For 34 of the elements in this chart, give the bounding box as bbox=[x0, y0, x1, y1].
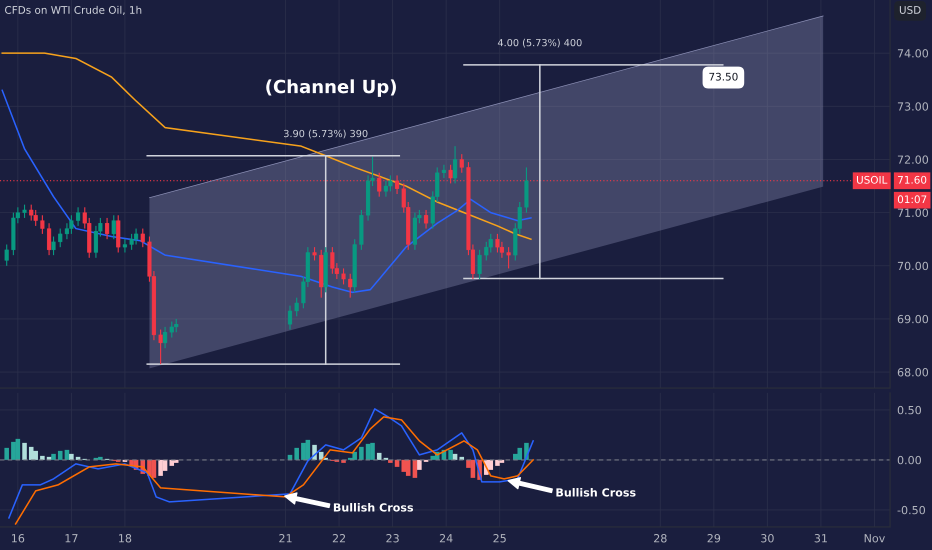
x-tick-label: 17 bbox=[66, 534, 78, 542]
y-tick-label: -0.50 bbox=[898, 506, 926, 514]
ref-line-label: USOIL bbox=[856, 176, 888, 184]
x-tick-label: 29 bbox=[708, 534, 720, 542]
y-tick-label: 70.00 bbox=[898, 262, 928, 270]
annotation: 3.90 (5.73%) 390 bbox=[284, 130, 368, 138]
y-tick-label: 0.50 bbox=[898, 406, 922, 414]
y-tick-label: 69.00 bbox=[898, 314, 928, 324]
y-tick-label: 71.00 bbox=[898, 208, 928, 217]
y-tick-label: 73.00 bbox=[898, 102, 928, 111]
x-tick-label: 25 bbox=[493, 534, 506, 542]
x-tick-label: 24 bbox=[440, 534, 453, 542]
x-tick-label: 28 bbox=[654, 534, 667, 542]
y-tick-label: 0.00 bbox=[898, 456, 922, 464]
annotation: 4.00 (5.73%) 400 bbox=[498, 38, 582, 48]
text: 01:07 bbox=[898, 195, 926, 204]
x-tick-label: 16 bbox=[12, 534, 24, 542]
x-tick-label: 30 bbox=[761, 534, 774, 542]
x-tick-label: 31 bbox=[814, 534, 827, 542]
annotation: (Channel Up) bbox=[266, 79, 396, 97]
y-axis-title: USD bbox=[900, 6, 921, 14]
chart-title: CFDs on WTI Crude Oil, 1h bbox=[5, 6, 142, 15]
annotation: Bullish Cross bbox=[334, 503, 414, 512]
y-tick-label: 68.00 bbox=[898, 368, 928, 376]
x-tick-label: 23 bbox=[386, 534, 399, 542]
annotation: Bullish Cross bbox=[556, 488, 636, 497]
x-tick-label: 21 bbox=[279, 534, 292, 542]
x-tick-label: 18 bbox=[119, 534, 132, 542]
y-tick-label: 74.00 bbox=[898, 49, 928, 58]
y-tick-label: 72.00 bbox=[898, 155, 928, 164]
x-tick-label: 22 bbox=[332, 534, 346, 542]
text: 71.60 bbox=[898, 176, 926, 184]
annotation: 73.50 bbox=[709, 72, 738, 81]
x-tick-label: Nov bbox=[864, 534, 885, 542]
